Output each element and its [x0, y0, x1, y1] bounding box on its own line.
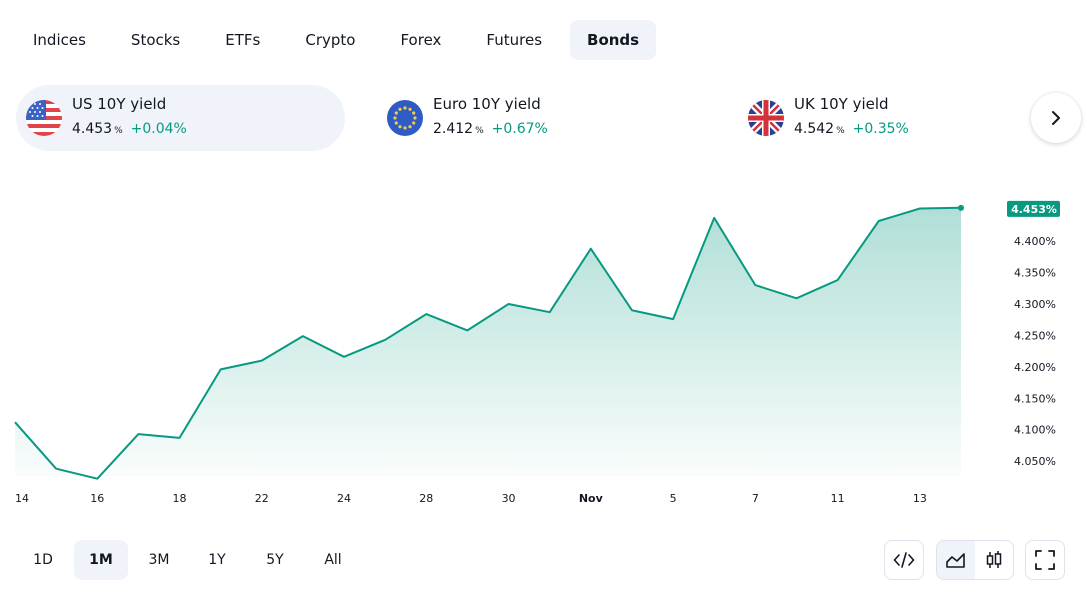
chevron-right-icon — [1052, 111, 1060, 125]
quote-change: +0.67% — [491, 121, 548, 137]
last-value-label: 4.453% — [1011, 203, 1057, 216]
quote-name: Euro 10Y yield — [433, 95, 541, 113]
x-tick-label: 16 — [90, 492, 104, 505]
uk-flag-icon — [748, 100, 784, 136]
quote-name: UK 10Y yield — [794, 95, 889, 113]
y-tick-label: 4.150% — [1014, 392, 1056, 405]
y-tick-label: 4.100% — [1014, 424, 1056, 437]
x-tick-label: 7 — [752, 492, 759, 505]
quote-price: 4.453 — [72, 121, 113, 137]
range-1d[interactable]: 1D — [33, 552, 53, 568]
tab-forex[interactable]: Forex — [400, 31, 442, 49]
market-tabs: Indices Stocks ETFs Crypto Forex Futures… — [16, 20, 667, 60]
carousel-next-button[interactable] — [1031, 93, 1081, 143]
quote-values: 2.412% +0.67% — [433, 121, 548, 137]
range-all[interactable]: All — [324, 552, 342, 568]
tab-stocks[interactable]: Stocks — [130, 31, 181, 49]
range-1m[interactable]: 1M — [74, 540, 128, 580]
tab-crypto[interactable]: Crypto — [305, 31, 356, 49]
range-3m[interactable]: 3M — [148, 552, 170, 568]
series-line — [14, 206, 962, 480]
tab-futures[interactable]: Futures — [486, 31, 543, 49]
x-tick-label: 24 — [337, 492, 351, 505]
x-tick-label: 14 — [15, 492, 29, 505]
yield-chart[interactable]: 4.400% 4.350% 4.300% 4.250% 4.200% 4.150% 4.10… — [0, 160, 1087, 520]
x-tick-label: 13 — [913, 492, 927, 505]
x-tick-label: Nov — [579, 492, 604, 505]
area-chart-icon — [946, 553, 965, 568]
area-chart-button[interactable] — [937, 541, 975, 579]
quote-unit: % — [114, 126, 123, 136]
y-tick-label: 4.300% — [1014, 298, 1056, 311]
quote-card-euro10y[interactable]: Euro 10Y yield 2.412% +0.67% — [377, 85, 706, 151]
y-tick-label: 4.200% — [1014, 361, 1056, 374]
y-tick-label: 4.050% — [1014, 455, 1056, 468]
range-1y[interactable]: 1Y — [208, 552, 226, 568]
quote-price: 4.542 — [794, 121, 835, 137]
x-tick-label: 5 — [670, 492, 677, 505]
fullscreen-button[interactable] — [1025, 540, 1065, 580]
candlestick-icon — [986, 551, 1002, 568]
y-tick-label: 4.250% — [1014, 329, 1056, 342]
embed-button[interactable] — [884, 540, 924, 580]
y-tick-label: 4.350% — [1014, 267, 1056, 280]
range-5y[interactable]: 5Y — [266, 552, 284, 568]
y-tick-label: 4.400% — [1014, 235, 1056, 248]
x-tick-label: 30 — [502, 492, 516, 505]
eu-flag-icon — [387, 100, 423, 136]
us-flag-icon — [26, 100, 62, 136]
quote-unit: % — [836, 126, 845, 136]
x-tick-label: 28 — [419, 492, 433, 505]
fullscreen-icon — [1035, 550, 1055, 570]
quote-price: 2.412 — [433, 121, 474, 137]
tab-etfs[interactable]: ETFs — [225, 31, 261, 49]
tab-indices[interactable]: Indices — [33, 31, 86, 49]
chart-style-toggle — [936, 540, 1014, 580]
quote-values: 4.542% +0.35% — [794, 121, 909, 137]
tab-bonds[interactable]: Bonds — [570, 20, 657, 60]
quote-values: 4.453% +0.04% — [72, 121, 187, 137]
quote-unit: % — [475, 126, 484, 136]
last-value-badge — [1007, 200, 1060, 217]
range-selector: 1D 1M 3M 1Y 5Y All — [16, 540, 364, 580]
chart-toolbar — [0, 540, 1087, 580]
candlestick-chart-button[interactable] — [975, 541, 1013, 579]
data-point — [958, 204, 964, 211]
code-icon — [893, 552, 915, 568]
quote-name: US 10Y yield — [72, 95, 167, 113]
quote-card-uk10y[interactable]: UK 10Y yield 4.542% +0.35% — [738, 85, 1067, 151]
x-tick-label: 22 — [255, 492, 269, 505]
area-fill — [15, 207, 961, 479]
x-tick-label: 18 — [173, 492, 187, 505]
x-tick-label: 11 — [831, 492, 845, 505]
quote-change: +0.04% — [130, 121, 187, 137]
quote-carousel: US 10Y yield 4.453% +0.04% Euro 10Y yield… — [16, 85, 1087, 151]
quote-change: +0.35% — [852, 121, 909, 137]
quote-card-us10y[interactable]: US 10Y yield 4.453% +0.04% — [16, 85, 345, 151]
